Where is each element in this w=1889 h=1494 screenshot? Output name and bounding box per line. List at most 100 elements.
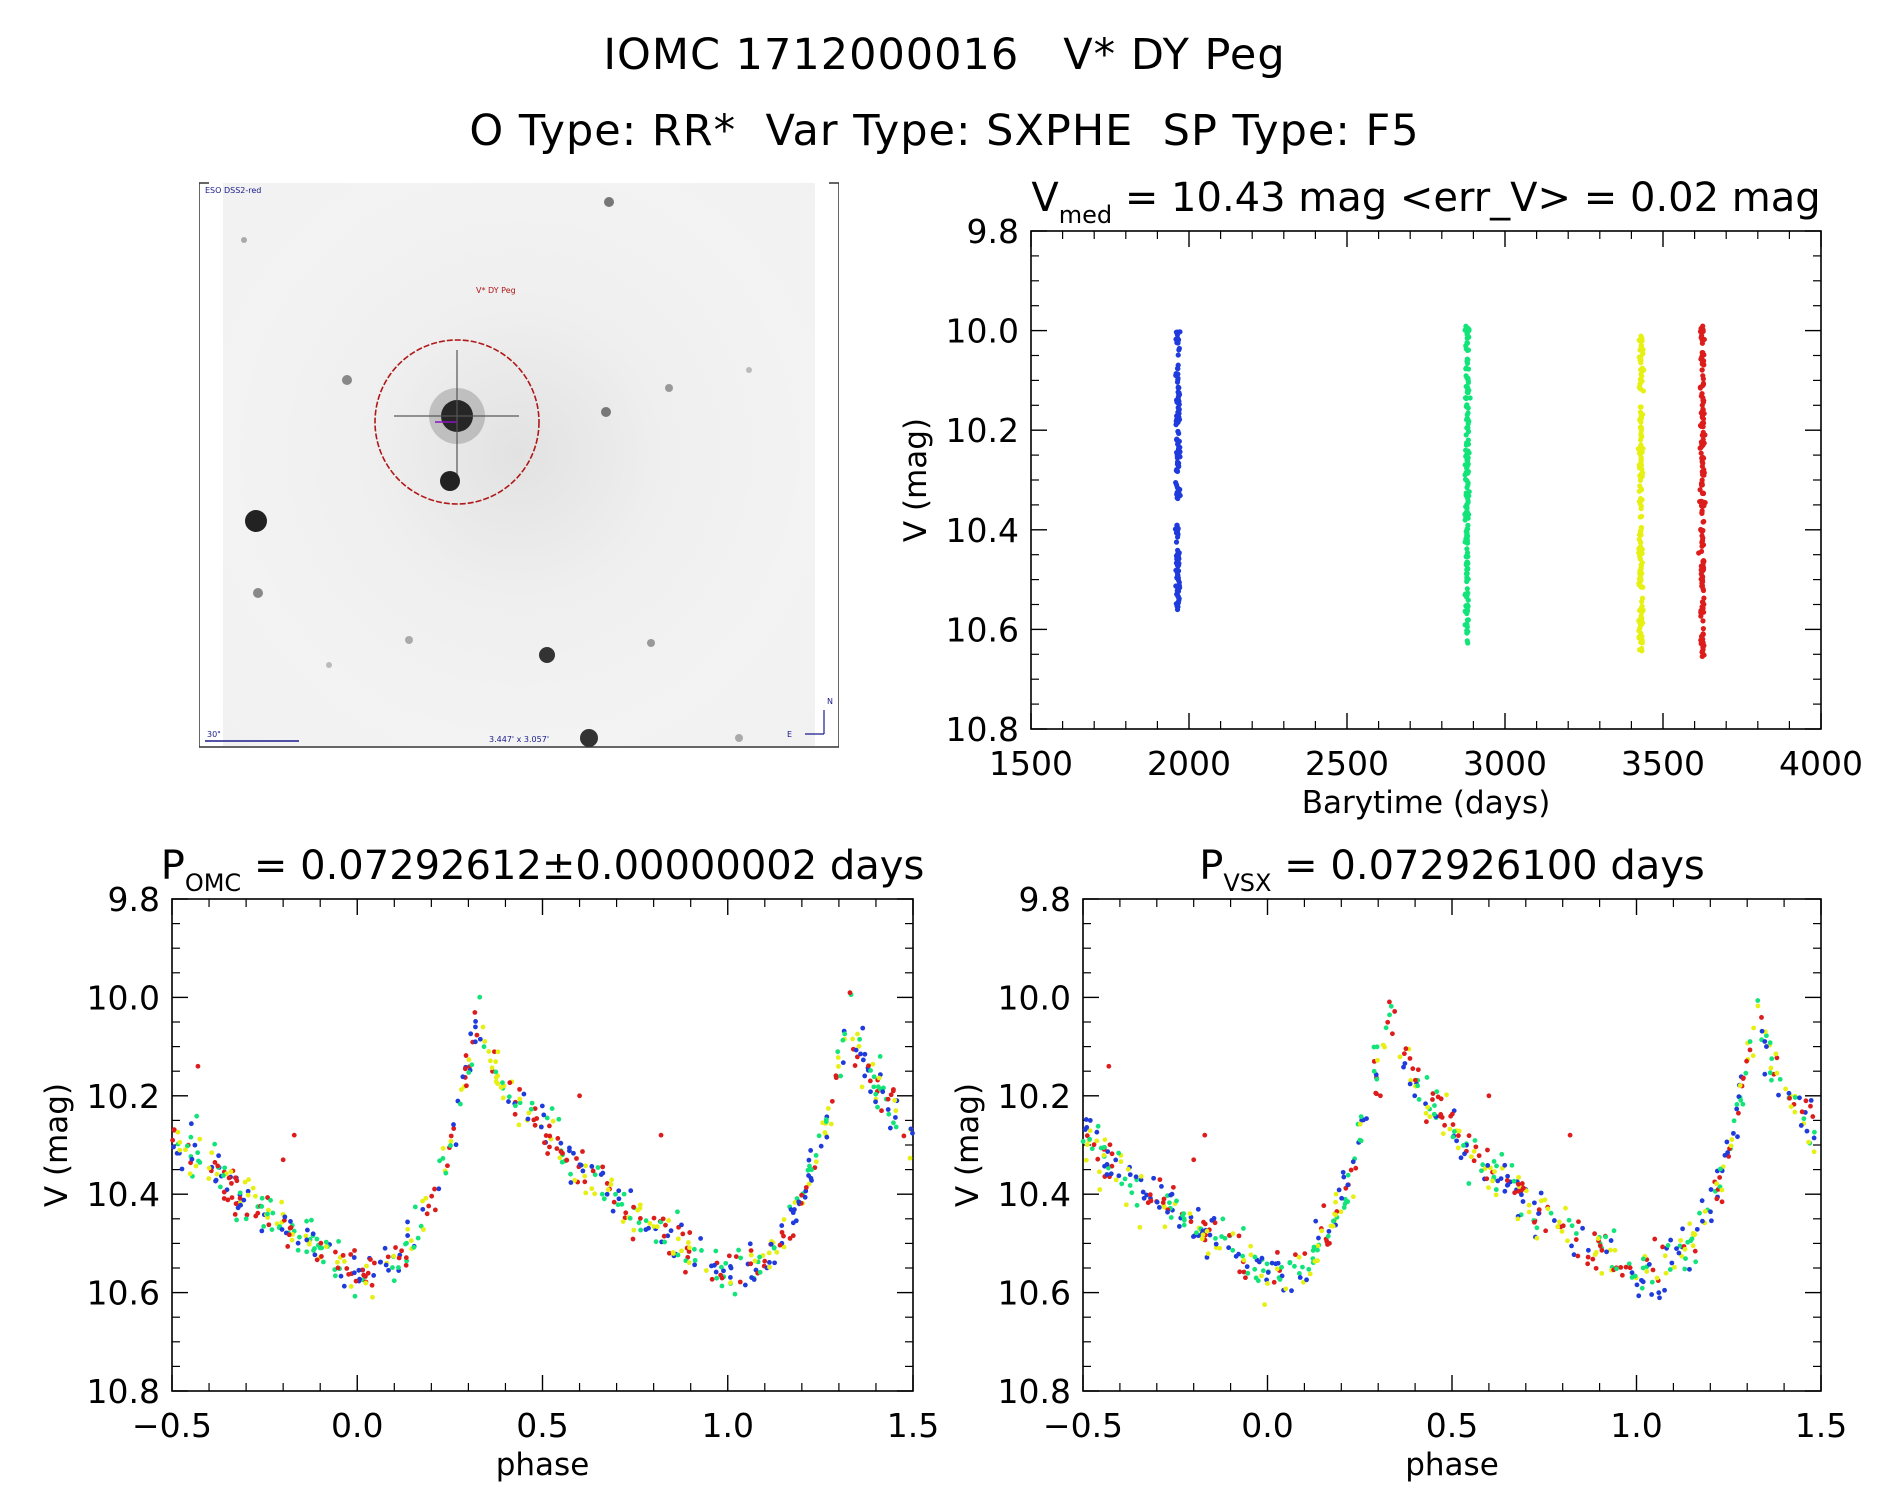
lightcurve-point [1173, 482, 1180, 488]
phase_omc-point [616, 1196, 622, 1202]
phase_omc-point [221, 1196, 227, 1201]
phase_vsx-point [1714, 1181, 1720, 1187]
phase_omc-point [568, 1180, 574, 1185]
phase_vsx-point [1504, 1178, 1510, 1183]
phase_vsx-point [1307, 1271, 1313, 1277]
phase_omc-point [229, 1195, 235, 1201]
phase_omc-point [757, 1254, 762, 1260]
phase_vsx-point [1176, 1224, 1182, 1229]
phase_omc-point [411, 1244, 417, 1250]
lightcurve-point [1637, 607, 1643, 614]
phase_omc-point [887, 1125, 893, 1131]
star-10 [647, 639, 655, 647]
phase_vsx-point [1097, 1187, 1103, 1192]
phase_omc-point [319, 1254, 324, 1259]
lightcurve-point [1700, 519, 1706, 525]
phase_vsx-point [1708, 1209, 1713, 1215]
phase_omc-point [344, 1266, 350, 1271]
phase_omc-point [312, 1246, 317, 1251]
phase_vsx-point [1244, 1264, 1250, 1270]
phase_vsx-point [1719, 1199, 1725, 1205]
phase_vsx-point [1401, 1051, 1407, 1057]
phase_vsx-point [1563, 1205, 1568, 1211]
phase_omc-ytick-label: 9.8 [108, 880, 160, 919]
lightcurve-point [1700, 490, 1706, 496]
phase_vsx-point [1736, 1110, 1741, 1116]
phase_omc-point [875, 1104, 880, 1110]
phase_vsx-point [1199, 1236, 1205, 1242]
phase_omc-point [816, 1133, 822, 1139]
phase_omc-point [458, 1087, 464, 1093]
lightcurve-point [1638, 525, 1645, 531]
phase_omc-point [335, 1259, 340, 1265]
lightcurve-point [1699, 409, 1705, 415]
phase_vsx-point [1341, 1174, 1347, 1180]
lightcurve-xtick-label: 2000 [1147, 744, 1231, 783]
lightcurve-point [1700, 395, 1706, 401]
phase_vsx-point [1797, 1095, 1802, 1101]
lightcurve-point [1175, 594, 1181, 600]
phase_vsx-point [1265, 1281, 1270, 1286]
lightcurve-ylabel: V (mag) [898, 418, 934, 542]
phase_omc-outlier [658, 1132, 664, 1138]
phase_vsx-point [1371, 1068, 1377, 1074]
phase_vsx-point [1735, 1134, 1740, 1140]
lightcurve-point [1175, 531, 1181, 538]
lightcurve-point [1175, 352, 1181, 358]
phase_vsx-point [1665, 1243, 1671, 1248]
phase_omc-point [687, 1230, 693, 1235]
phase_omc-point [555, 1136, 561, 1141]
phase_vsx-point [1810, 1114, 1816, 1119]
phase_omc-point [907, 1155, 913, 1161]
lightcurve-point [1698, 334, 1704, 341]
phase_omc-point [654, 1224, 660, 1230]
phase_vsx-point [1444, 1092, 1449, 1098]
phase_vsx-point [1668, 1237, 1674, 1243]
phase_vsx-frame [1082, 898, 1822, 1392]
phase_omc-point [493, 1069, 499, 1075]
lightcurve-point [1176, 347, 1182, 353]
lightcurve-point [1698, 450, 1704, 456]
phase_vsx-point [1122, 1176, 1128, 1182]
phase_vsx-point [1415, 1083, 1421, 1089]
phase_vsx-point [1259, 1273, 1264, 1279]
phase_omc-point [238, 1202, 244, 1208]
phase_vsx-point [1687, 1266, 1692, 1272]
phase_vsx-point [1518, 1188, 1524, 1194]
lightcurve-point [1700, 599, 1706, 605]
phase_omc-point [226, 1175, 232, 1181]
phase_vsx-point [1627, 1265, 1633, 1271]
phase_vsx-point [1094, 1129, 1100, 1135]
phase_vsx-point [1803, 1098, 1809, 1104]
phase_omc-point [583, 1190, 589, 1196]
phase_vsx-point [1676, 1250, 1682, 1256]
lightcurve-xtick-label: 3000 [1463, 744, 1547, 783]
phase_vsx-point [1734, 1102, 1740, 1107]
phase_vsx-point [1472, 1138, 1478, 1143]
phase_vsx-ytick-label: 10.6 [998, 1274, 1071, 1313]
phase_omc-point [752, 1258, 758, 1264]
phase_omc-point [728, 1280, 733, 1286]
phase_vsx-point [1762, 1071, 1768, 1077]
lightcurve-point [1700, 442, 1706, 448]
lightcurve-point [1464, 592, 1470, 598]
phase_omc-point [177, 1147, 183, 1153]
phase_omc-point [838, 1073, 843, 1079]
phase_omc-point [857, 1036, 863, 1042]
phase_omc-point [824, 1134, 830, 1140]
phase_vsx-point [1575, 1253, 1581, 1259]
phase_vsx-point [1682, 1266, 1688, 1272]
lightcurve-point [1699, 648, 1706, 654]
lightcurve-point [1699, 604, 1705, 610]
lightcurve-point [1700, 460, 1706, 466]
phase_omc-point [399, 1248, 405, 1254]
phase_omc-point [217, 1184, 223, 1190]
phase_vsx-point [1204, 1254, 1210, 1260]
phase_vsx-point [1345, 1199, 1351, 1205]
phase_vsx-point [1694, 1226, 1700, 1232]
phase_omc-point [241, 1197, 247, 1203]
phase_vsx-point [1297, 1275, 1303, 1280]
phase_vsx-point [1504, 1182, 1510, 1188]
lightcurve-point [1698, 609, 1704, 615]
phase_vsx-point [1425, 1104, 1431, 1110]
